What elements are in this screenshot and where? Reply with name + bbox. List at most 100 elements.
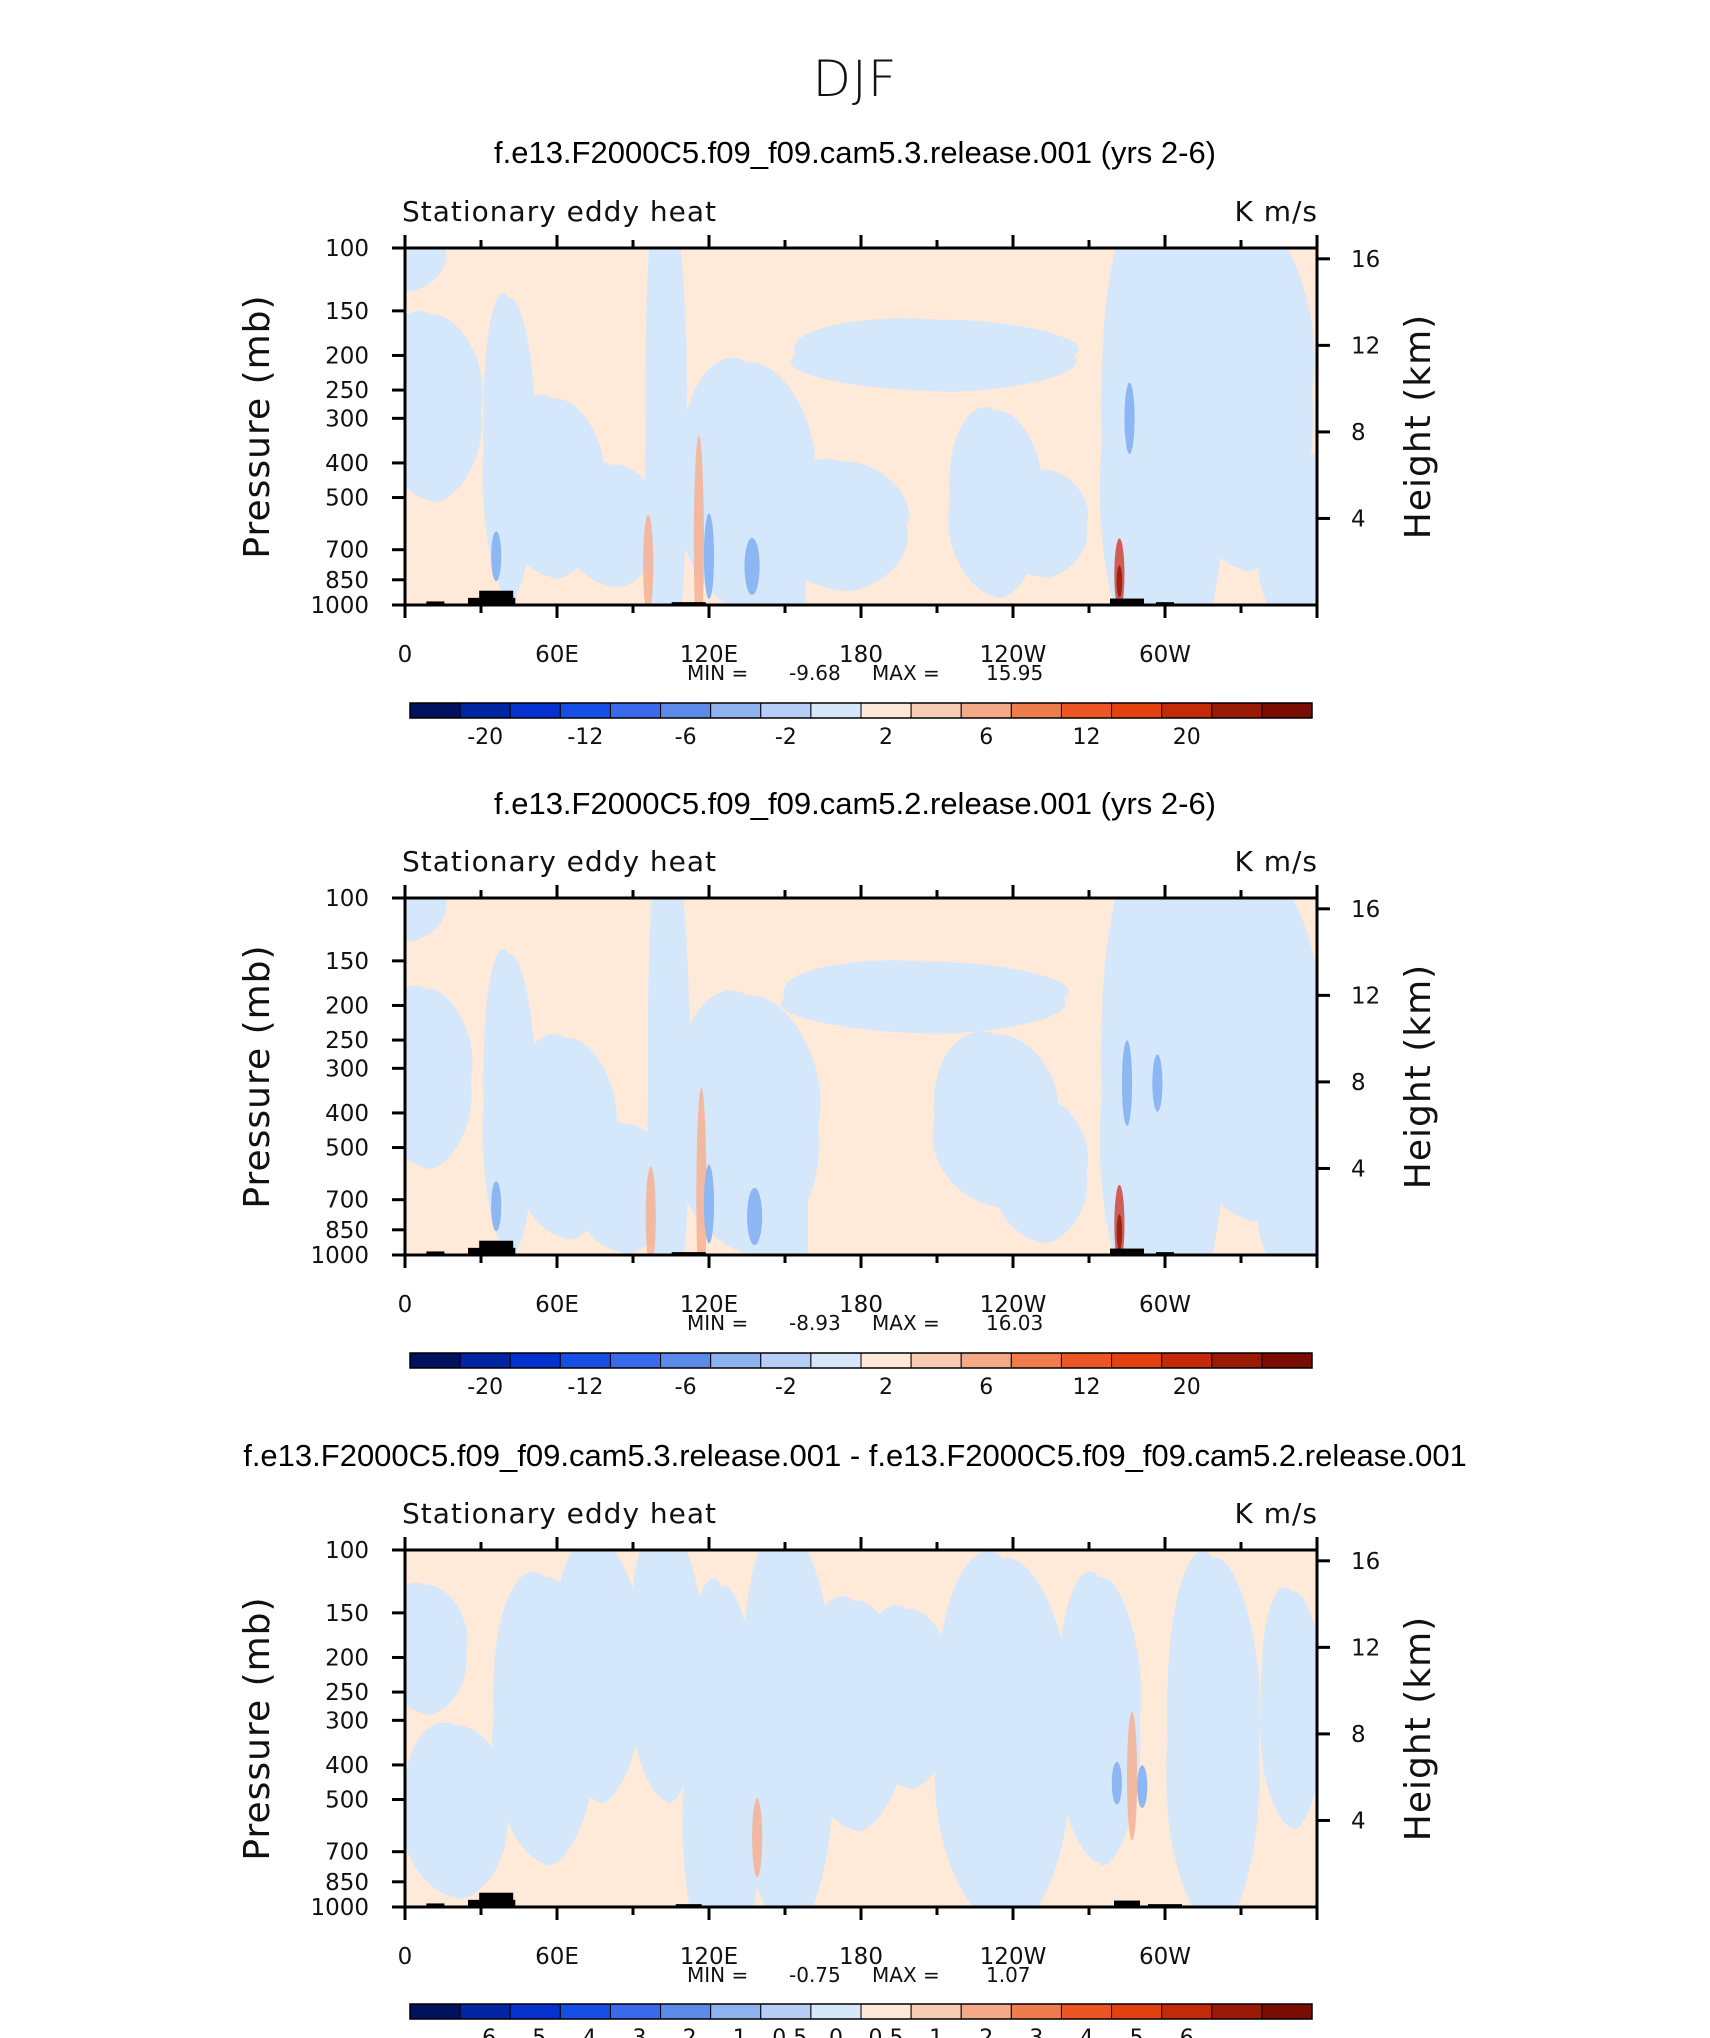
- colorbar-segment: [509, 702, 561, 719]
- min-label: MIN =: [687, 661, 748, 685]
- colorbar-segment: [710, 1352, 762, 1369]
- y-axis-title: Pressure (mb): [237, 1596, 278, 1860]
- negative-region-4: [553, 1550, 643, 1803]
- max-label: MAX =: [872, 661, 940, 685]
- left-corner-label: Stationary eddy heat: [402, 195, 717, 228]
- colorbar-label: 4: [1080, 2026, 1094, 2038]
- colorbar-label: 6: [1180, 2026, 1194, 2038]
- panel-difference: f.e13.F2000C5.f09_f09.cam5.3.release.001…: [237, 1438, 1467, 2038]
- y2-axis-title: Height (km): [1398, 314, 1439, 539]
- left-y-tick-label: 300: [325, 1708, 369, 1734]
- colorbar-label: 2: [879, 725, 893, 750]
- left-y-tick-label: 1000: [310, 593, 369, 619]
- negative-feature-4: [1121, 1040, 1133, 1126]
- colorbar-segment: [760, 1352, 812, 1369]
- left-y-tick-label: 250: [325, 1680, 369, 1706]
- colorbar-segment: [1161, 2003, 1213, 2020]
- negative-region-1: [405, 1582, 468, 1715]
- left-y-tick-label: 150: [325, 949, 369, 975]
- panel-cam52: f.e13.F2000C5.f09_f09.cam5.2.release.001…: [237, 786, 1439, 1400]
- colorbar-segment: [1010, 1352, 1062, 1369]
- panel-cam53: f.e13.F2000C5.f09_f09.cam5.3.release.001…: [237, 135, 1439, 750]
- max-label: MAX =: [872, 1311, 940, 1335]
- terrain-block-4: [497, 597, 516, 605]
- x-tick-label: 120E: [680, 1292, 738, 1318]
- left-y-tick-label: 150: [325, 299, 369, 325]
- x-tick-label: 60W: [1139, 1944, 1191, 1970]
- negative-region-6: [645, 248, 687, 605]
- negative-region-11: [993, 1096, 1089, 1244]
- x-tick-label: 120W: [980, 1292, 1047, 1318]
- field-layer: [405, 898, 1317, 1255]
- colorbar-label: 3: [1029, 2026, 1043, 2038]
- left-y-tick-label: 1000: [310, 1243, 369, 1269]
- positive-feature-1: [645, 1166, 656, 1255]
- colorbar-label: 2: [879, 1375, 893, 1400]
- colorbar-label: 6: [979, 725, 993, 750]
- left-y-tick-label: 100: [325, 886, 369, 912]
- left-y-tick-label: 250: [325, 1028, 369, 1054]
- right-corner-label: K m/s: [1234, 1497, 1318, 1530]
- min-label: MIN =: [687, 1311, 748, 1335]
- negative-region-2: [405, 985, 473, 1169]
- x-tick-label: 180: [839, 1944, 883, 1970]
- positive-feature-1: [643, 514, 654, 605]
- left-y-tick-label: 1000: [310, 1895, 369, 1921]
- colorbar-segment: [1010, 702, 1062, 719]
- panel-title: f.e13.F2000C5.f09_f09.cam5.2.release.001…: [494, 786, 1216, 821]
- negative-feature-2: [1137, 1765, 1148, 1809]
- colorbar-segment: [409, 1352, 461, 1369]
- colorbar-segment: [710, 2003, 762, 2020]
- colorbar-segment: [860, 1352, 912, 1369]
- colorbar-segment: [609, 1352, 662, 1369]
- field-layer: [405, 248, 1317, 605]
- x-tick-label: 120E: [680, 1944, 738, 1970]
- colorbar-segment: [1060, 702, 1113, 719]
- negative-feature-2: [703, 513, 715, 600]
- negative-region-10: [934, 1551, 1072, 1907]
- left-y-tick-label: 850: [325, 568, 369, 594]
- colorbar-label: 0.5: [869, 2026, 904, 2038]
- colorbar-label: -1: [725, 2026, 747, 2038]
- terrain-block-1: [426, 1251, 445, 1255]
- colorbar-segment: [409, 2003, 461, 2020]
- panels: f.e13.F2000C5.f09_f09.cam5.3.release.001…: [237, 135, 1467, 2038]
- y-axis-title: Pressure (mb): [237, 944, 278, 1208]
- left-y-tick-label: 400: [325, 1101, 369, 1127]
- colorbar-segment: [1211, 702, 1263, 719]
- right-y-tick-label: 8: [1351, 420, 1366, 446]
- x-tick-label: 0: [398, 1944, 413, 1970]
- left-y-tick-label: 400: [325, 1753, 369, 1779]
- colorbar-segment: [1111, 1352, 1163, 1369]
- colorbar-segment: [910, 2003, 962, 2020]
- colorbar-frame: [409, 1352, 1313, 1369]
- colorbar-segment: [459, 2003, 511, 2020]
- positive-feature-2: [1127, 1711, 1138, 1841]
- colorbar-segment: [459, 702, 511, 719]
- colorbar: -20 -12 -6 -2 2 6 12 20: [409, 1352, 1313, 1400]
- colorbar-segment: [1060, 2003, 1113, 2020]
- right-y-tick-label: 12: [1351, 333, 1380, 359]
- colorbar-label: 12: [1073, 725, 1101, 750]
- positive-feature-2: [693, 435, 704, 605]
- colorbar: -6 -5 -4 -3 -2 -1 -0.5 0 0.5 1 2 3 4 5 6: [409, 2003, 1313, 2038]
- left-y-tick-label: 700: [325, 538, 369, 564]
- left-y-tick-label: 700: [325, 1840, 369, 1866]
- colorbar-label: -20: [467, 725, 503, 750]
- colorbar-segment: [810, 1352, 862, 1369]
- right-y-tick-label: 16: [1351, 897, 1380, 923]
- max-value: 1.07: [986, 1963, 1031, 1987]
- terrain-block-1: [426, 1903, 445, 1907]
- min-value: -0.75: [789, 1963, 841, 1987]
- colorbar-label: -2: [675, 2026, 697, 2038]
- right-corner-label: K m/s: [1234, 195, 1318, 228]
- negative-region-2: [405, 311, 483, 502]
- colorbar-segment: [1261, 702, 1313, 719]
- min-value: -8.93: [789, 1311, 841, 1335]
- colorbar-segment: [1161, 1352, 1213, 1369]
- colorbar-label: 6: [979, 1375, 993, 1400]
- x-tick-label: 0: [398, 1292, 413, 1318]
- positive-core-3: [1116, 565, 1123, 598]
- left-y-tick-label: 500: [325, 1136, 369, 1162]
